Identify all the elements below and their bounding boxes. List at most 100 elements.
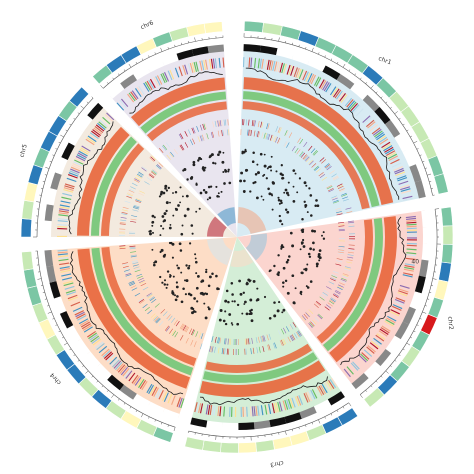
ideogram-band xyxy=(77,115,93,133)
stripe-track-mark xyxy=(340,94,348,103)
mark-track xyxy=(299,152,305,158)
mark-track xyxy=(262,345,265,352)
mark-track xyxy=(146,177,153,181)
axis-tick xyxy=(77,112,80,115)
mark-track xyxy=(278,127,282,134)
mark-track xyxy=(267,344,270,351)
stripe-track-mark xyxy=(60,267,71,271)
stripe-track-mark xyxy=(109,356,118,365)
mark-track xyxy=(198,332,202,339)
mark-track xyxy=(222,129,224,136)
stripe-track-mark xyxy=(98,345,108,354)
mark-track xyxy=(170,151,175,157)
axis-tick xyxy=(82,365,84,368)
ideogram-band xyxy=(363,361,381,379)
stripe-track-mark xyxy=(88,133,98,141)
scatter-point xyxy=(216,287,220,291)
scatter-point xyxy=(198,207,201,210)
stripe-track-mark xyxy=(263,59,266,70)
stripe-track-mark xyxy=(131,374,139,384)
scatter-point xyxy=(217,192,220,195)
mark-track xyxy=(131,182,138,187)
mark-track xyxy=(264,335,267,342)
stripe-track-mark xyxy=(311,389,318,399)
scatter-point xyxy=(300,241,304,245)
stripe-track-mark xyxy=(375,334,385,342)
scatter-point xyxy=(218,318,222,322)
mark-track xyxy=(150,313,156,318)
scatter-point xyxy=(180,300,184,304)
stripe-track-mark xyxy=(388,155,398,161)
mark-track xyxy=(319,173,325,178)
chromosome-sector-chr5 xyxy=(20,86,237,238)
scatter-point xyxy=(222,151,225,154)
ideogram-band xyxy=(384,119,401,138)
mark-track xyxy=(230,338,231,345)
scatter-point xyxy=(231,293,234,296)
stripe-track-mark xyxy=(77,315,87,321)
axis-tick xyxy=(49,161,52,163)
stripe-track-mark xyxy=(229,406,231,417)
mark-track xyxy=(254,120,256,127)
scatter-point xyxy=(151,214,155,218)
stripe-track-mark xyxy=(57,223,68,226)
stripe-track-mark xyxy=(246,406,248,417)
axis-tick xyxy=(44,298,47,300)
mark-track xyxy=(290,334,295,341)
stripe-track-mark xyxy=(93,127,103,135)
stripe-track-mark xyxy=(122,368,130,377)
scatter-point xyxy=(279,219,282,223)
stripe-track-mark xyxy=(223,406,226,417)
mark-track xyxy=(199,332,203,339)
scatter-point xyxy=(272,181,275,185)
mark-track xyxy=(156,164,162,169)
mark-track xyxy=(303,141,308,148)
scatter-point xyxy=(169,273,172,276)
stripe-track-mark xyxy=(74,159,84,165)
outer-heatmap-cell xyxy=(168,26,190,42)
ideogram-band xyxy=(67,325,82,343)
stripe-track-mark xyxy=(403,272,414,276)
stripe-track-mark xyxy=(64,185,75,190)
scatter-point xyxy=(174,298,178,302)
mark-track xyxy=(327,188,334,192)
stripe-track-mark xyxy=(67,294,78,300)
scatter-point xyxy=(196,300,199,303)
scatter-point xyxy=(240,171,244,175)
scatter-point xyxy=(282,285,285,288)
axis-tick xyxy=(348,69,351,72)
mark-track xyxy=(214,346,216,353)
outer-heatmap-cell xyxy=(220,442,239,454)
stripe-track-mark xyxy=(144,81,151,91)
green-band xyxy=(243,91,380,208)
stripe-track-mark xyxy=(143,381,150,392)
ideogram-band xyxy=(307,58,326,72)
stripe-track-mark xyxy=(363,116,372,125)
chromosome-label-chr3: chr3 xyxy=(270,459,285,468)
stripe-track-mark xyxy=(125,370,133,379)
mark-track xyxy=(134,177,141,181)
stripe-track-mark xyxy=(116,102,125,111)
mark-track xyxy=(151,155,157,161)
mark-track xyxy=(275,136,278,143)
mark-track xyxy=(195,331,199,337)
mark-track xyxy=(131,287,138,291)
mark-track xyxy=(227,119,229,126)
mark-track xyxy=(171,329,176,336)
stripe-track-mark xyxy=(92,338,102,346)
mark-track xyxy=(331,195,337,199)
axis-tick xyxy=(141,58,144,61)
stripe-track-mark xyxy=(158,74,165,84)
stripe-track-mark xyxy=(112,359,120,368)
mark-track xyxy=(240,119,242,126)
mark-track xyxy=(313,165,319,171)
mark-track xyxy=(242,119,244,126)
mark-track xyxy=(150,156,156,161)
axis-tick xyxy=(55,148,58,150)
stripe-track-mark xyxy=(120,366,129,376)
mark-track xyxy=(217,337,219,344)
stripe-track-mark xyxy=(394,169,405,175)
scatter-point xyxy=(287,181,290,184)
mark-track xyxy=(304,155,309,161)
mark-track xyxy=(142,304,148,309)
